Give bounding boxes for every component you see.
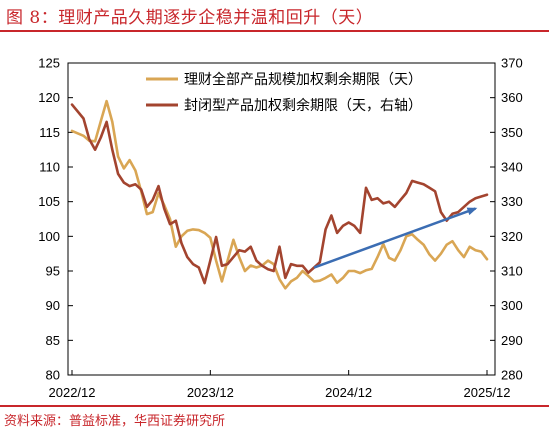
trend-arrow: [313, 207, 478, 269]
source-note: 资料来源：普益标准，华西证券研究所: [4, 414, 226, 429]
y-left-tick-label: 90: [46, 298, 60, 313]
chart-series: [70, 99, 489, 290]
y-left-tick-label: 115: [39, 125, 60, 140]
y-right-tick-label: 280: [501, 368, 523, 383]
chart-legend: 理财全部产品规模加权剩余期限（天） 封闭型产品加权剩余期限（天，右轴）: [146, 71, 422, 114]
x-tick-label: 2024/12: [325, 385, 372, 400]
y-right-tick-label: 360: [501, 90, 523, 105]
x-tick-label: 2025/12: [464, 385, 511, 400]
y-left-tick-label: 125: [38, 56, 60, 71]
y-right-tick-label: 340: [501, 160, 523, 175]
y-left-tick-label: 120: [38, 90, 60, 105]
y-right-tick-label: 290: [501, 333, 523, 348]
legend-label-2: 封闭型产品加权剩余期限（天，右轴）: [184, 97, 422, 114]
y-left-tick-label: 110: [39, 160, 60, 175]
y-right-tick-label: 310: [501, 264, 523, 279]
title-divider: [0, 30, 549, 32]
y-right-tick-label: 350: [501, 125, 523, 140]
y-right-tick-label: 330: [501, 194, 523, 209]
series-line-2: [70, 103, 489, 285]
y-left-tick-label: 85: [46, 333, 60, 348]
figure-title: 图 8：理财产品久期逐步企稳并温和回升（天）: [6, 8, 374, 28]
x-tick-label: 2023/12: [187, 385, 234, 400]
chart-axes: 80 85 90 95 100 105 110 115 120 125 280 290 300 310 32…: [38, 56, 522, 401]
series-line-1: [70, 99, 489, 290]
source-divider: [0, 405, 549, 407]
y-right-tick-label: 320: [501, 229, 523, 244]
y-left-tick-label: 95: [46, 264, 60, 279]
chart-annotations: [313, 207, 478, 269]
x-tick-label: 2022/12: [49, 385, 96, 400]
y-left-tick-label: 105: [38, 194, 60, 209]
y-right-tick-label: 370: [501, 56, 523, 71]
plot-frame: [67, 62, 496, 376]
y-left-tick-label: 80: [46, 368, 60, 383]
y-right-tick-label: 300: [501, 298, 523, 313]
legend-label-1: 理财全部产品规模加权剩余期限（天）: [184, 71, 422, 88]
y-left-tick-label: 100: [38, 229, 60, 244]
